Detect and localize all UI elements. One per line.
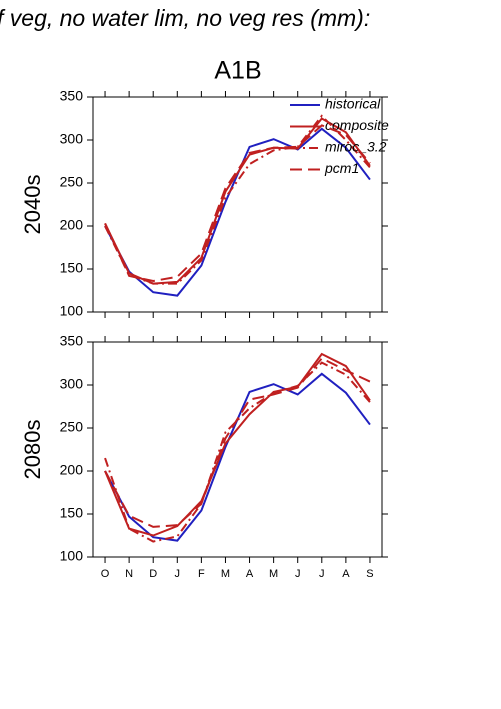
y-tick-label: 100: [60, 303, 84, 319]
series-line: [104, 114, 371, 285]
legend-label: composite: [325, 117, 389, 133]
x-tick-label: J: [319, 568, 325, 580]
legend-label: historical: [325, 96, 381, 112]
series-line: [104, 124, 371, 283]
y-axis-label: 2040s: [20, 175, 45, 235]
y-tick-label: 250: [60, 419, 84, 435]
series-line: [104, 352, 371, 537]
y-tick-label: 350: [60, 333, 84, 349]
plot-frame: [92, 96, 383, 313]
y-tick-label: 300: [60, 131, 84, 147]
chart-title: f veg, no water lim, no veg res (mm):: [0, 5, 370, 31]
x-tick-label: S: [366, 568, 373, 580]
y-tick-label: 200: [60, 217, 84, 233]
series-line: [104, 357, 371, 528]
y-tick-label: 150: [60, 260, 84, 276]
x-tick-label: A: [246, 568, 254, 580]
x-tick-label: N: [125, 568, 133, 580]
plot-frame: [92, 341, 383, 558]
chart-subtitle: A1B: [214, 57, 261, 85]
x-tick-label: M: [221, 568, 230, 580]
x-tick-label: O: [101, 568, 110, 580]
x-tick-label: A: [342, 568, 350, 580]
series-line: [104, 372, 371, 542]
y-tick-label: 250: [60, 174, 84, 190]
x-tick-label: F: [198, 568, 205, 580]
legend-label: pcm1: [324, 160, 359, 176]
y-tick-label: 150: [60, 505, 84, 521]
x-tick-label: M: [269, 568, 278, 580]
legend-label: miroc_3.2: [325, 139, 387, 155]
x-tick-label: J: [175, 568, 181, 580]
y-tick-label: 350: [60, 88, 84, 104]
series-line: [104, 361, 371, 543]
x-tick-label: J: [295, 568, 301, 580]
y-tick-label: 100: [60, 548, 84, 564]
x-tick-label: D: [149, 568, 157, 580]
y-tick-label: 200: [60, 462, 84, 478]
y-tick-label: 300: [60, 376, 84, 392]
y-axis-label: 2080s: [20, 420, 45, 480]
